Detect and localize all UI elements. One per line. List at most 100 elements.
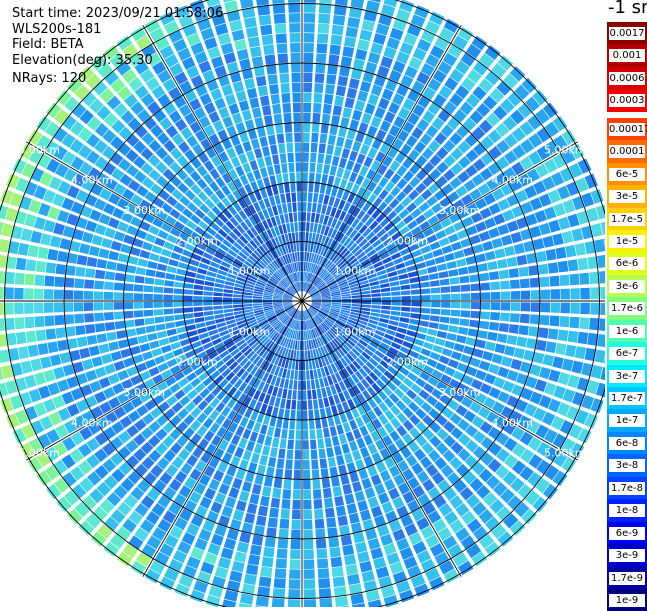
range-bin xyxy=(66,213,79,226)
range-bin xyxy=(37,153,52,169)
range-bin xyxy=(158,255,170,265)
range-bin xyxy=(350,593,365,605)
range-bin xyxy=(196,178,208,190)
range-bin xyxy=(466,43,482,59)
range-bin xyxy=(61,391,75,405)
range-bin xyxy=(166,195,178,207)
range-bin xyxy=(343,389,351,401)
range-bin xyxy=(391,301,401,306)
range-bin xyxy=(114,320,125,330)
range-bin xyxy=(333,270,342,278)
range-bin xyxy=(241,522,254,534)
range-bin xyxy=(303,112,311,123)
range-bin xyxy=(449,456,463,470)
range-bin xyxy=(148,435,161,448)
range-bin xyxy=(560,288,570,300)
colorbar-label: 1e-7 xyxy=(609,414,645,428)
range-bin xyxy=(256,178,265,190)
range-bin xyxy=(39,415,54,431)
range-bin xyxy=(221,138,233,150)
range-bin xyxy=(323,321,331,329)
range-bin xyxy=(67,77,83,94)
range-bin xyxy=(437,527,452,541)
range-bin xyxy=(504,150,518,165)
range-bin xyxy=(423,383,435,394)
range-bin xyxy=(359,446,370,458)
range-bin xyxy=(303,589,316,599)
range-bin xyxy=(256,345,265,355)
range-bin xyxy=(465,149,479,163)
range-bin xyxy=(316,548,328,559)
range-bin xyxy=(173,220,185,231)
range-bin xyxy=(308,252,312,263)
range-bin xyxy=(450,285,461,293)
range-bin xyxy=(309,162,316,173)
range-bin xyxy=(251,534,264,546)
range-bin xyxy=(288,232,293,243)
range-bin xyxy=(218,151,229,163)
range-bin xyxy=(281,93,291,104)
range-bin xyxy=(296,400,302,410)
range-bin xyxy=(162,435,175,448)
range-bin xyxy=(479,167,493,181)
range-bin xyxy=(115,61,132,76)
range-bin xyxy=(329,165,338,176)
range-bin xyxy=(311,459,319,470)
range-bin xyxy=(438,270,449,279)
range-bin xyxy=(532,89,548,106)
range-bin xyxy=(247,462,258,474)
range-bin xyxy=(438,355,450,365)
range-bin xyxy=(307,242,311,252)
range-bin xyxy=(169,364,181,375)
range-bin xyxy=(569,143,585,160)
range-bin xyxy=(293,309,298,319)
range-bin xyxy=(209,181,220,193)
range-bin xyxy=(358,367,368,378)
range-bin xyxy=(343,326,353,333)
azimuth-spoke xyxy=(26,141,303,302)
range-bin xyxy=(233,241,243,251)
range-bin xyxy=(312,479,321,490)
range-bin xyxy=(474,392,488,405)
range-bin xyxy=(202,231,214,241)
range-bin xyxy=(410,313,421,319)
range-bin xyxy=(242,428,252,440)
range-bin xyxy=(0,349,10,364)
range-bin xyxy=(348,280,359,286)
range-bin xyxy=(266,426,275,437)
range-bin xyxy=(312,253,317,264)
range-bin xyxy=(223,52,237,65)
range-bin xyxy=(46,158,60,174)
range-bin xyxy=(282,297,293,300)
range-bin xyxy=(234,446,245,458)
range-bin xyxy=(174,281,184,288)
range-bin xyxy=(311,263,316,274)
colorbar-swatch: 1.7e-9 xyxy=(607,566,647,589)
range-bin xyxy=(304,320,307,331)
range-bin xyxy=(355,325,365,332)
range-bin xyxy=(178,485,192,498)
range-bin xyxy=(375,439,386,451)
range-bin xyxy=(529,391,543,405)
range-bin xyxy=(365,422,376,434)
range-bin xyxy=(228,269,239,276)
range-bin xyxy=(502,380,515,393)
range-bin xyxy=(329,352,337,363)
range-bin xyxy=(389,198,400,210)
range-bin xyxy=(165,376,177,387)
range-bin xyxy=(239,531,251,544)
range-bin xyxy=(0,271,6,284)
range-bin xyxy=(239,131,249,143)
range-bin xyxy=(260,403,268,414)
range-bin xyxy=(288,13,301,23)
range-bin xyxy=(496,333,508,344)
range-bin xyxy=(267,239,275,250)
range-bin xyxy=(465,439,479,453)
range-bin xyxy=(275,323,284,332)
range-bin xyxy=(397,460,410,473)
range-bin xyxy=(415,408,427,420)
range-bin xyxy=(61,133,76,148)
range-bin xyxy=(209,397,221,409)
range-bin xyxy=(252,296,263,299)
range-bin xyxy=(103,302,114,311)
